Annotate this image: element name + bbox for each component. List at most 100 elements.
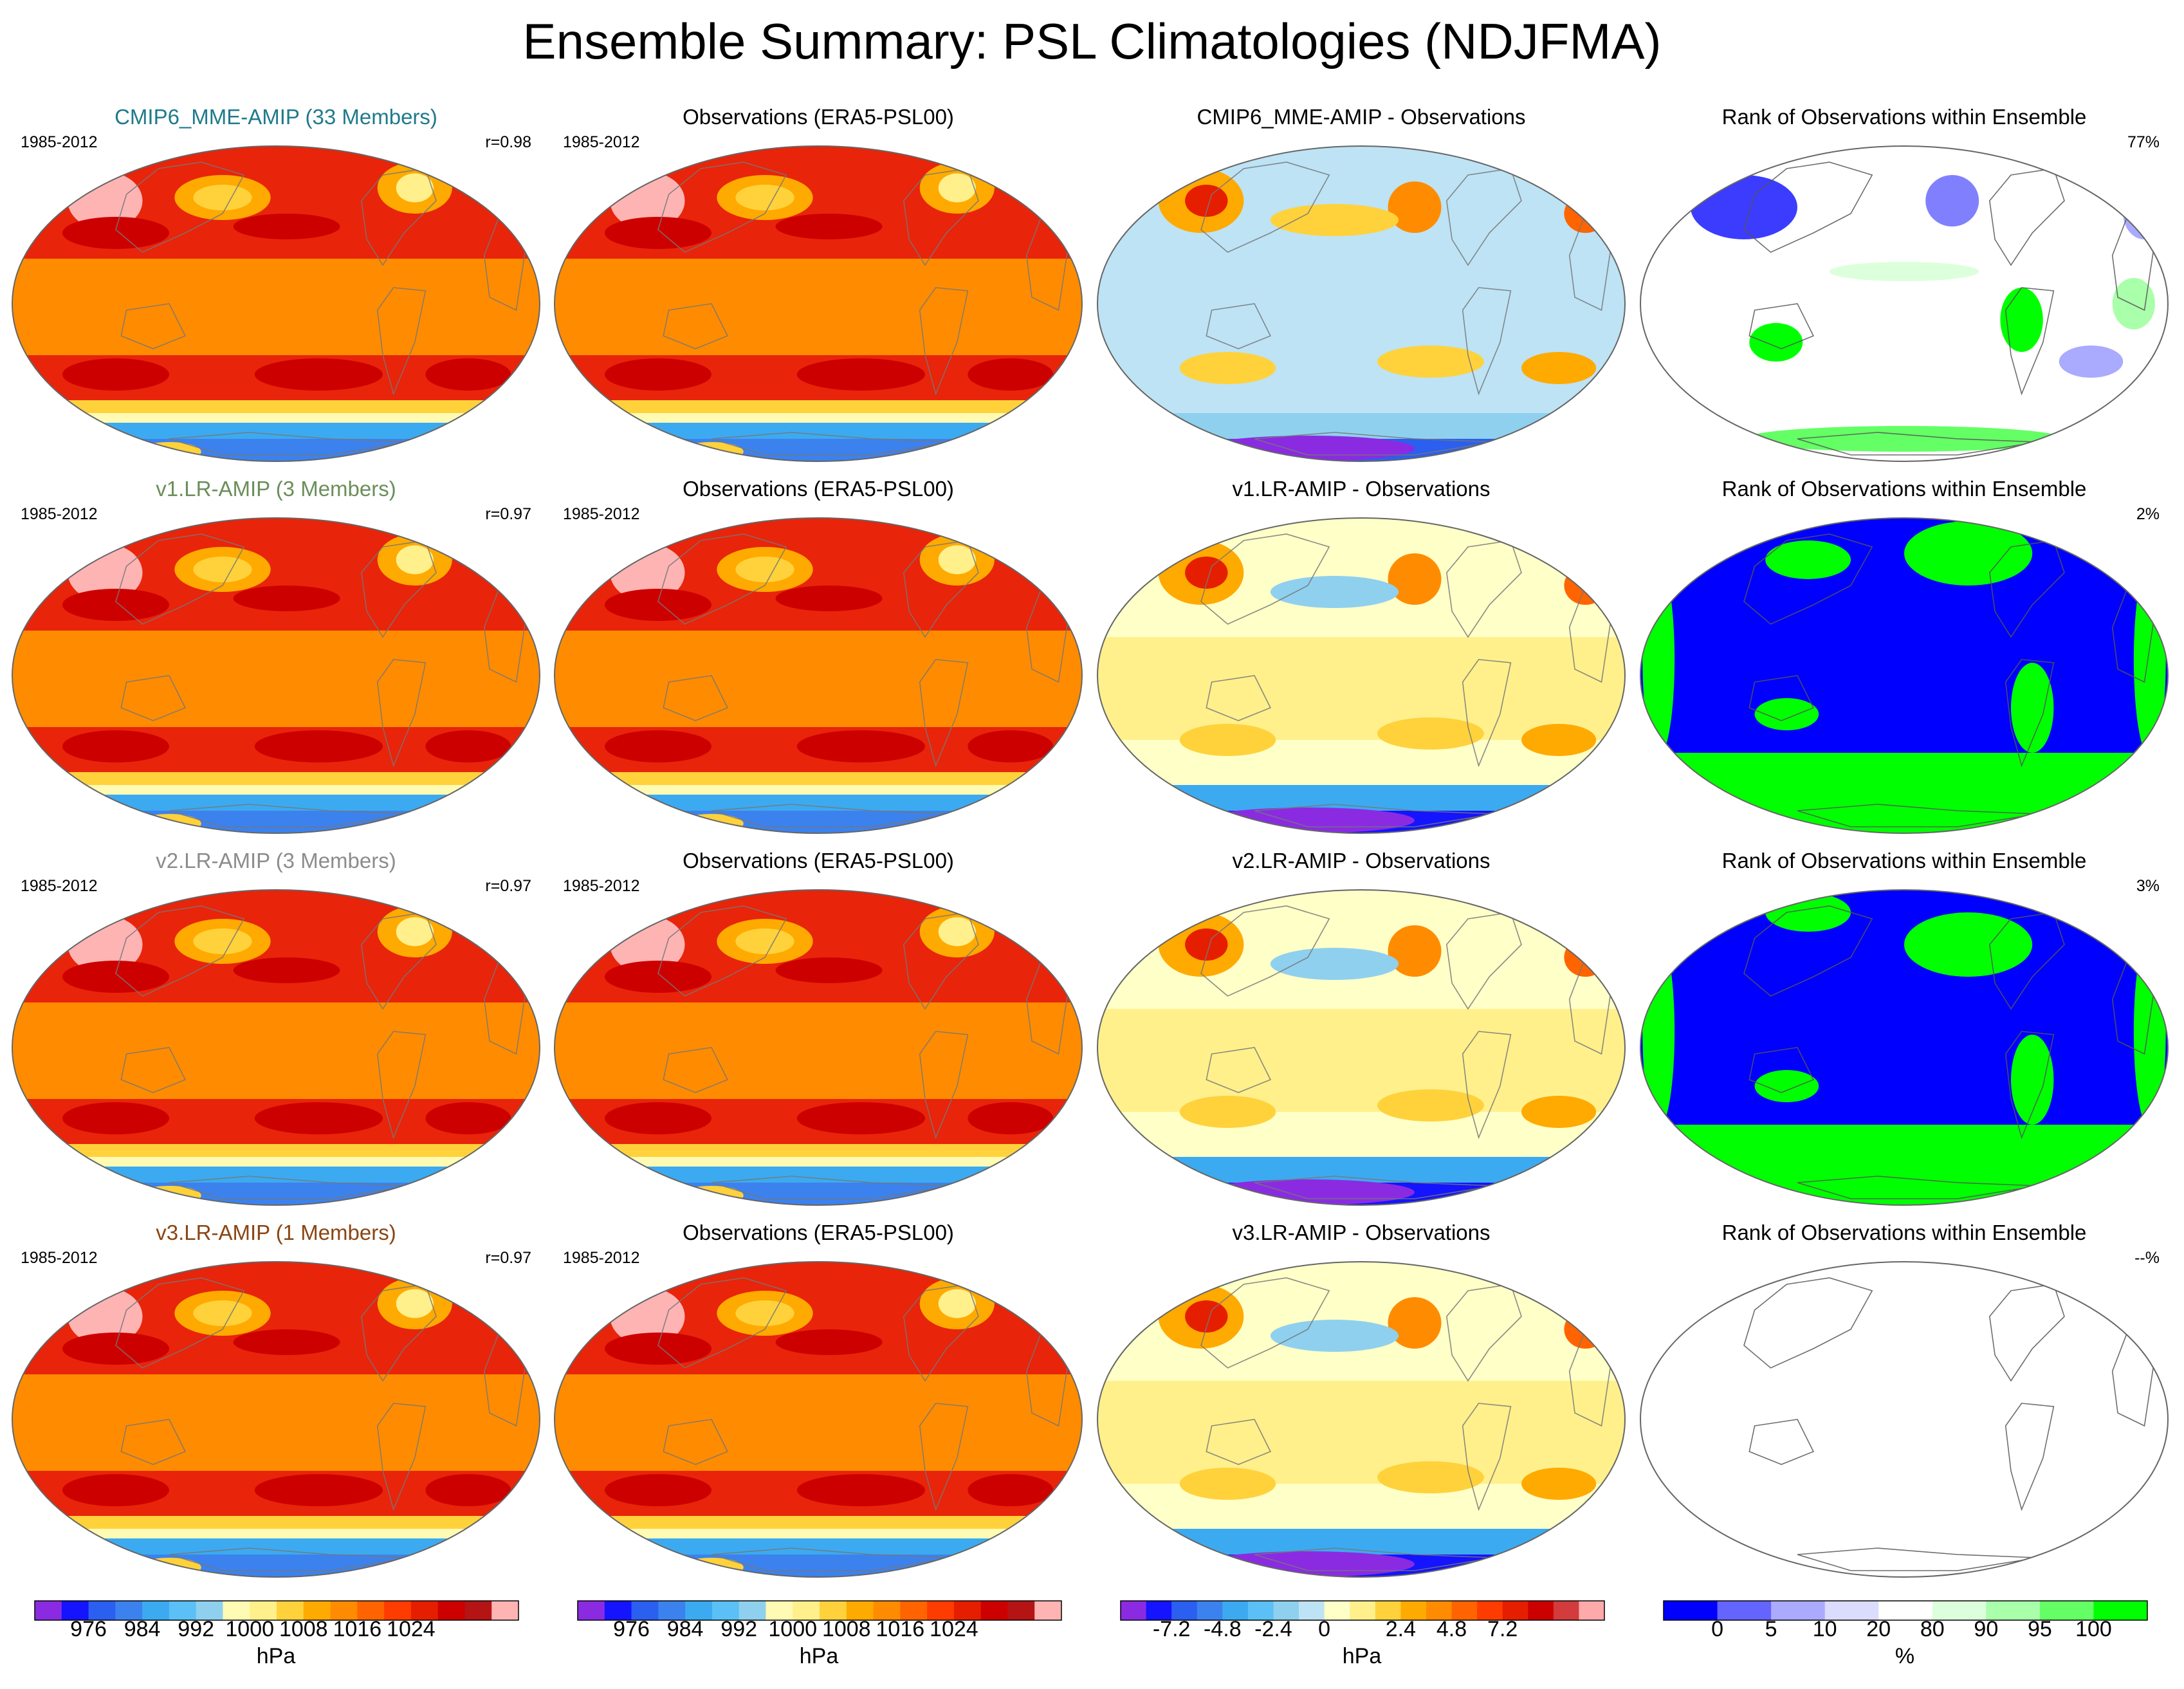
period-label: 1985-2012 bbox=[563, 133, 640, 151]
colorbar-swatch bbox=[303, 1601, 331, 1620]
colorbar-swatch bbox=[1664, 1601, 1718, 1620]
aleutian-low-core bbox=[735, 557, 794, 582]
south-atlantic-anomaly bbox=[1521, 352, 1597, 384]
colorbar-tick-label: 992 bbox=[720, 1617, 758, 1641]
tropical-diff-band bbox=[1097, 637, 1625, 740]
map-outline bbox=[11, 1261, 541, 1578]
colorbar-swatch bbox=[1878, 1601, 1933, 1620]
asian-high-ring bbox=[605, 1333, 711, 1365]
aleutian-low-core bbox=[193, 928, 252, 954]
colorbar-tick-label: 976 bbox=[613, 1617, 650, 1641]
colorbar-swatch bbox=[61, 1601, 89, 1620]
colorbar-swatch bbox=[1171, 1601, 1198, 1620]
australia-high-rank bbox=[1749, 323, 1803, 362]
colorbar-swatch bbox=[1400, 1601, 1427, 1620]
rank-map bbox=[1639, 1261, 2169, 1578]
diff-map bbox=[1096, 1261, 1626, 1578]
colorbar-unit-label: hPa bbox=[799, 1644, 839, 1668]
panel-model-row-1: CMIP6_MME-AMIP (33 Members) 1985-2012 r=0.… bbox=[9, 104, 543, 465]
panel-diff-title: v1.LR-AMIP - Observations bbox=[1232, 477, 1491, 501]
panel-model-row-2: v1.LR-AMIP (3 Members) 1985-2012 r=0.97 bbox=[9, 476, 543, 836]
high-rank-region bbox=[1640, 1125, 2168, 1205]
sh-gradient-band-2 bbox=[555, 785, 1082, 795]
colorbar-tick-label: 0 bbox=[1318, 1617, 1331, 1641]
tibet-anomaly-core bbox=[1185, 1300, 1228, 1333]
model-map bbox=[11, 145, 541, 462]
south-atlantic-high bbox=[968, 358, 1054, 391]
rank-percent-label: 77% bbox=[2127, 133, 2160, 151]
colorbar-tick-label: 10 bbox=[1812, 1617, 1837, 1641]
colorbar-tick-label: 984 bbox=[666, 1617, 704, 1641]
colorbar-swatch bbox=[437, 1601, 465, 1620]
colorbar-unit-label: hPa bbox=[256, 1644, 296, 1668]
indian-subtropical-high bbox=[62, 1474, 169, 1506]
colorbar-swatch bbox=[1824, 1601, 1879, 1620]
panel-obs-row-3: Observations (ERA5-PSL00) 1985-2012 bbox=[551, 848, 1085, 1208]
colorbar-swatch bbox=[169, 1601, 197, 1620]
colorbar-tick-label: 1008 bbox=[279, 1617, 328, 1641]
colorbar-swatch bbox=[357, 1601, 385, 1620]
tropical-band bbox=[555, 1002, 1082, 1099]
panel-model-title: v2.LR-AMIP (3 Members) bbox=[156, 849, 396, 872]
south-america-high-rank bbox=[2000, 288, 2043, 352]
obs-map bbox=[553, 517, 1083, 834]
panel-rank-title: Rank of Observations within Ensemble bbox=[1721, 477, 2087, 501]
colorbar-swatch bbox=[35, 1601, 62, 1620]
sh-gradient-band-2 bbox=[555, 1157, 1082, 1167]
colorbar-tick-label: -4.8 bbox=[1204, 1617, 1242, 1641]
colorbar-swatch bbox=[1986, 1601, 2041, 1620]
panel-diff-row-3: v2.LR-AMIP - Observations bbox=[1094, 848, 1628, 1208]
south-atlantic-anomaly bbox=[1521, 1468, 1597, 1500]
aleutian-low-core bbox=[193, 557, 252, 582]
rank-map bbox=[1639, 145, 2169, 462]
obs-map bbox=[553, 145, 1083, 462]
colorbar-swatch bbox=[1528, 1601, 1554, 1620]
colorbar-tick-label: -7.2 bbox=[1152, 1617, 1191, 1641]
south-pacific-high bbox=[254, 730, 383, 762]
colorbar-tick-label: 4.8 bbox=[1436, 1617, 1467, 1641]
colorbar-swatch bbox=[1771, 1601, 1826, 1620]
africa-high-rank bbox=[2112, 278, 2156, 329]
colorbar-swatch bbox=[1932, 1601, 1987, 1620]
colorbar-swatch bbox=[491, 1601, 519, 1620]
panel-obs-row-2: Observations (ERA5-PSL00) 1985-2012 bbox=[551, 476, 1085, 836]
colorbar-swatch bbox=[604, 1601, 632, 1620]
colorbar-swatch bbox=[766, 1601, 793, 1620]
icelandic-low-core bbox=[938, 917, 976, 946]
pacific-high bbox=[775, 214, 883, 239]
na-low-rank bbox=[1925, 175, 1979, 226]
north-pacific-anomaly bbox=[1270, 204, 1399, 236]
rank-map bbox=[1639, 889, 2169, 1206]
colorbar-swatch bbox=[1477, 1601, 1503, 1620]
southern-ocean-low-band bbox=[12, 423, 540, 439]
panel-obs-title: Observations (ERA5-PSL00) bbox=[683, 105, 954, 129]
panel-obs-title: Observations (ERA5-PSL00) bbox=[683, 849, 954, 872]
antarctic-high bbox=[679, 1186, 744, 1205]
australia-high-rank bbox=[1754, 698, 1819, 730]
colorbar-tick-label: 1008 bbox=[821, 1617, 871, 1641]
colorbar-tick-label: 5 bbox=[1765, 1617, 1777, 1641]
colorbar-2: 976 984 992 1000 1008 1016 1024 hPa bbox=[552, 1589, 1086, 1679]
colorbar-tick-label: 80 bbox=[1920, 1617, 1945, 1641]
north-pacific-anomaly bbox=[1270, 1320, 1399, 1352]
colorbar-swatch bbox=[1553, 1601, 1579, 1620]
colorbar-swatch bbox=[1375, 1601, 1401, 1620]
indian-ocean-anomaly bbox=[1179, 1468, 1276, 1500]
colorbar-tick-label: 7.2 bbox=[1487, 1617, 1518, 1641]
icelandic-low-core bbox=[938, 1289, 976, 1318]
map-outline bbox=[1096, 889, 1626, 1206]
colorbar-swatch bbox=[1717, 1601, 1772, 1620]
indian-subtropical-high bbox=[62, 358, 169, 391]
sh-gradient-band bbox=[555, 1516, 1082, 1529]
period-label: 1985-2012 bbox=[563, 1249, 640, 1267]
southern-ocean-low-band bbox=[12, 795, 540, 811]
period-label: 1985-2012 bbox=[21, 1249, 98, 1267]
map-outline bbox=[1096, 1261, 1626, 1578]
colorbar-swatch bbox=[793, 1601, 820, 1620]
rockies-anomaly bbox=[1388, 925, 1442, 977]
sh-gradient-band bbox=[555, 1144, 1082, 1157]
south-pacific-high bbox=[796, 1474, 925, 1506]
colorbar-swatch bbox=[1197, 1601, 1223, 1620]
pacific-high bbox=[233, 214, 340, 239]
south-atlantic-high bbox=[425, 1102, 511, 1134]
